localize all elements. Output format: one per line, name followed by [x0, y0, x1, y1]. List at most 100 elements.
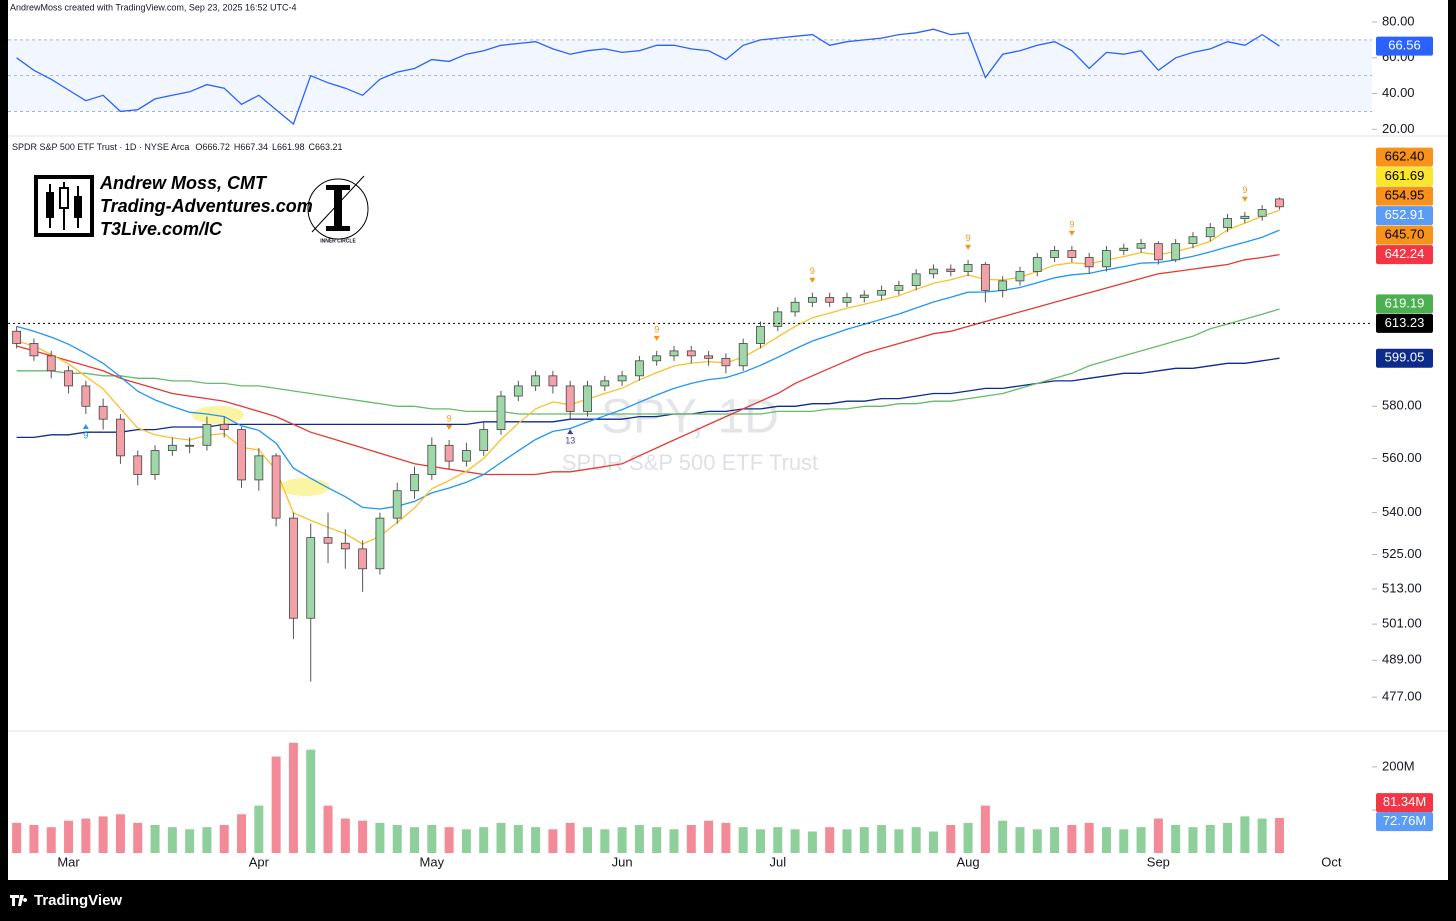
- x-tick-label: Jul: [769, 854, 786, 869]
- x-tick-label: Sep: [1147, 854, 1170, 869]
- candle-body: [756, 325, 765, 344]
- signal-marker: [567, 429, 574, 435]
- signal-label: 9: [83, 430, 88, 440]
- price-label-box: [1376, 348, 1433, 368]
- price-label-box: [1376, 147, 1433, 167]
- volume-bar: [271, 756, 281, 853]
- panel: [8, 0, 1448, 880]
- candle-body: [150, 450, 160, 475]
- volume-bar: [323, 805, 333, 853]
- candle-body: [1257, 209, 1267, 217]
- candle-body: [12, 330, 22, 344]
- volume-bar: [1153, 818, 1163, 853]
- volume-bar: [306, 749, 316, 853]
- y-tick-label: 525.00: [1382, 546, 1422, 561]
- volume-bar: [946, 825, 956, 853]
- price-label: 661.69: [1385, 168, 1425, 183]
- y-tick-label: 580.00: [1382, 398, 1422, 413]
- credit: AndrewMoss created with TradingView.com,…: [10, 2, 296, 12]
- volume-bar: [911, 827, 921, 853]
- volume-bar: [583, 827, 593, 853]
- y-tick-label: 540.00: [1382, 504, 1422, 519]
- volume-bar: [1240, 816, 1250, 853]
- candle-body: [29, 343, 39, 357]
- moving-average: [16, 308, 1280, 415]
- volume-bar: [980, 805, 990, 853]
- candle-body: [1136, 243, 1146, 249]
- volume-bar: [358, 820, 368, 853]
- candle-body: [859, 294, 869, 298]
- volume-bar: [548, 829, 558, 853]
- volume-bar: [444, 827, 454, 853]
- volume-bar: [842, 829, 852, 853]
- candle-body: [583, 385, 592, 412]
- candle-body: [721, 357, 731, 367]
- candle-body: [1102, 250, 1111, 268]
- volume-bar: [81, 818, 91, 853]
- candle-body: [1188, 236, 1198, 245]
- candle-body: [635, 360, 644, 377]
- candle-body: [1223, 218, 1232, 229]
- ohlc: C663.21: [309, 142, 343, 152]
- y-tick-label: 501.00: [1382, 616, 1422, 631]
- x-tick-label: Apr: [249, 854, 270, 869]
- signal-label: 9: [1069, 219, 1074, 229]
- volume-bar: [375, 822, 385, 853]
- candle-body: [358, 548, 368, 570]
- volume-bar: [790, 829, 800, 853]
- y-tick-label: 200M: [1382, 758, 1415, 773]
- candle-body: [81, 385, 91, 407]
- candle-body: [548, 375, 558, 387]
- candle-body: [323, 537, 333, 544]
- logo-line: T3Live.com/IC: [100, 219, 223, 239]
- volume-bar: [807, 831, 817, 853]
- volume-bar: [150, 825, 160, 853]
- price-label: 613.23: [1385, 315, 1425, 330]
- volume-bar: [1205, 825, 1215, 853]
- volume-bar: [461, 829, 471, 853]
- volume-bar: [167, 827, 177, 853]
- volume-bar: [392, 825, 402, 853]
- ohlc: O666.72: [195, 142, 230, 152]
- signal-label: 9: [810, 266, 815, 276]
- rsi-line: [16, 28, 1280, 126]
- volume-bar: [1067, 825, 1077, 853]
- volume-bar: [1119, 829, 1129, 853]
- ohlc: H667.34: [234, 142, 268, 152]
- candle-body: [807, 297, 817, 303]
- volume-bar: [894, 829, 904, 853]
- logo-line: Andrew Moss, CMT: [99, 173, 268, 193]
- candle-body: [185, 444, 195, 447]
- volume-bar: [64, 820, 74, 853]
- signal-marker: [965, 244, 972, 250]
- volume-bar: [513, 825, 523, 853]
- volume-bar: [98, 816, 108, 853]
- y-tick-label: 513.00: [1382, 580, 1422, 595]
- candle-body: [237, 429, 246, 481]
- candle-body: [790, 301, 800, 313]
- price-label-box: [1376, 186, 1433, 206]
- price-label: 652.91: [1385, 207, 1425, 222]
- volume-bar: [1050, 827, 1060, 853]
- y-tick-label: 40.00: [1382, 85, 1415, 100]
- x-tick-label: Mar: [57, 854, 80, 869]
- candle-body: [392, 490, 402, 519]
- candle-body: [894, 285, 904, 291]
- symbol: SPDR S&P 500 ETF Trust · 1D · NYSE Arca: [12, 142, 189, 152]
- volume-bar: [1032, 829, 1042, 853]
- volume-bar: [1171, 825, 1181, 853]
- candle-body: [531, 375, 541, 387]
- highlight: [192, 406, 244, 424]
- candle-body: [842, 297, 852, 303]
- volume-bar: [1015, 827, 1025, 853]
- watermark: SPY, 1D: [601, 391, 779, 444]
- volume-bar: [617, 827, 627, 853]
- moving-average: [16, 229, 1280, 510]
- candle-body: [479, 429, 489, 451]
- logo-icon: [34, 175, 369, 240]
- candle-body: [133, 455, 143, 475]
- volume-bar: [1274, 817, 1284, 853]
- brand-icon: [10, 895, 28, 906]
- volume-bar: [600, 829, 610, 853]
